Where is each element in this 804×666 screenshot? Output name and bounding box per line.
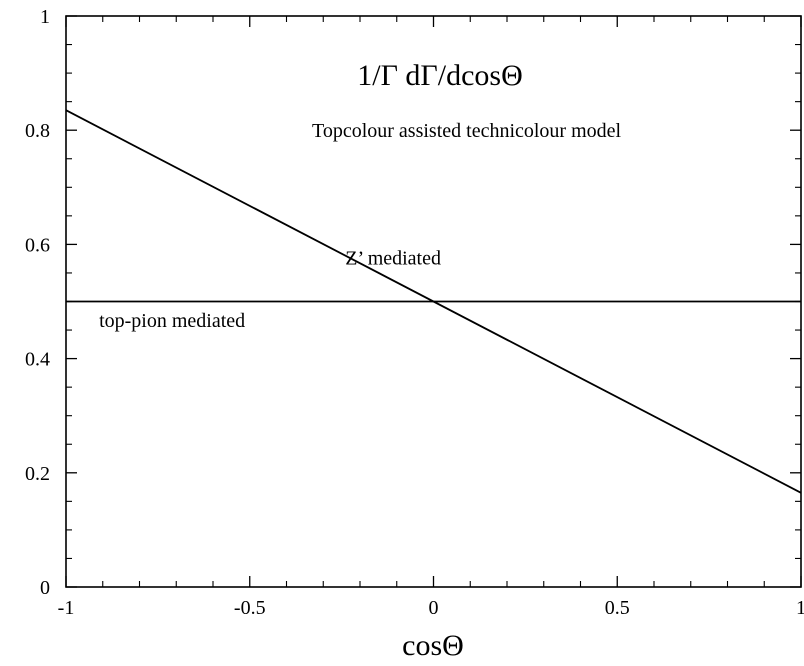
series-annotation: top-pion mediated bbox=[99, 310, 245, 332]
chart-title: 1/Γ dΓ/dcosΘ bbox=[357, 59, 523, 92]
x-tick-label: -0.5 bbox=[234, 597, 266, 619]
series-annotation: Z’ mediated bbox=[345, 247, 441, 269]
x-tick-label: 0 bbox=[429, 597, 439, 619]
ticks-layer bbox=[65, 15, 802, 588]
labels-layer: -1 -0.5 0 0.5 1 0 0.2 0.4 0.6 0.8 1 Z’ mediated top-… bbox=[25, 6, 804, 619]
x-tick-label: -1 bbox=[58, 597, 75, 619]
y-tick-label: 0.8 bbox=[25, 120, 50, 142]
x-axis-label: cosΘ bbox=[402, 629, 464, 662]
x-tick-label: 1 bbox=[796, 597, 804, 619]
plot-frame bbox=[65, 15, 802, 588]
y-tick-label: 0.2 bbox=[25, 463, 50, 485]
lines-layer bbox=[65, 109, 802, 494]
y-tick-label: 0.6 bbox=[25, 234, 50, 256]
y-tick-label: 0.4 bbox=[25, 349, 50, 371]
y-tick-label: 0 bbox=[40, 577, 50, 599]
chart-subtitle: Topcolour assisted technicolour model bbox=[312, 120, 622, 142]
x-tick-label: 0.5 bbox=[605, 597, 630, 619]
y-tick-label: 1 bbox=[40, 6, 50, 28]
